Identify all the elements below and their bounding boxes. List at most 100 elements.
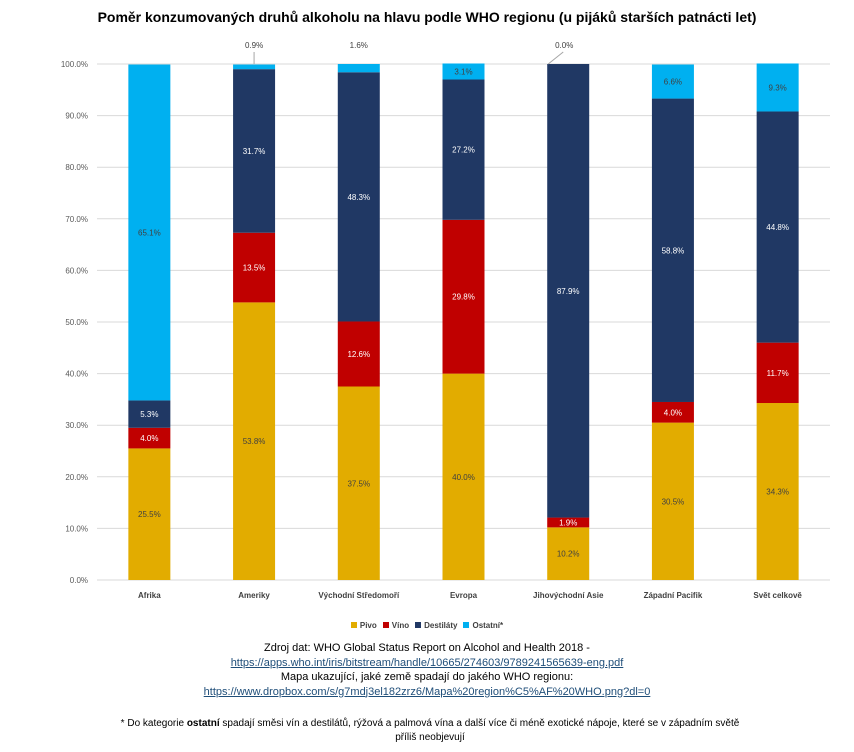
source-link[interactable]: https://apps.who.int/iris/bitstream/hand… (230, 656, 624, 669)
bar-segment-ostatn (651, 64, 694, 99)
map-link[interactable]: https://www.dropbox.com/s/g7mdj3el182zrz… (203, 685, 651, 698)
data-label: 65.1% (138, 228, 161, 237)
footnote-prefix: * Do kategorie (120, 718, 187, 729)
y-tick-label: 60.0% (65, 266, 88, 275)
data-label: 40.0% (452, 473, 475, 482)
bar-segment-vno (547, 517, 590, 528)
y-tick-label: 20.0% (65, 473, 88, 482)
y-tick-label: 10.0% (65, 524, 88, 533)
data-label: 0.9% (245, 41, 263, 50)
data-label: 25.5% (138, 510, 161, 519)
data-label: 10.2% (557, 550, 580, 559)
x-category-label: Východní Středomoří (318, 591, 400, 600)
data-label: 11.7% (767, 369, 789, 378)
y-tick-label: 70.0% (65, 215, 88, 224)
bar-segment-destilty (651, 98, 694, 402)
chart-title: Poměr konzumovaných druhů alkoholu na hl… (97, 9, 757, 25)
data-label: 37.5% (347, 479, 370, 488)
x-category-label: Evropa (450, 591, 478, 600)
footnote-rest: spadají směsi vín a destilátů, rýžová a … (219, 718, 740, 743)
bar-segment-destilty (547, 64, 590, 518)
chart-plot: 25.5% 4.0% 5.3% 65.1% 53.8% 13.5% 31.7% 0.9% 37.… (61, 41, 830, 600)
data-label: 4.0% (140, 434, 158, 443)
source-text: Zdroj dat: WHO Global Status Report on A… (264, 642, 590, 654)
bar-segment-vno (128, 427, 171, 449)
bar-segment-ostatn (337, 64, 380, 73)
bars (128, 63, 799, 580)
data-labels: 25.5% 4.0% 5.3% 65.1% 53.8% 13.5% 31.7% 0.9% 37.… (138, 41, 789, 559)
legend-item: Ostatní* (463, 621, 503, 630)
data-label: 1.9% (559, 518, 577, 527)
legend-item: Pivo (350, 621, 377, 630)
data-label: 3.1% (454, 67, 472, 76)
legend-item: Víno (382, 621, 410, 630)
data-label: 1.6% (350, 41, 368, 50)
bar-segment-destilty (233, 69, 276, 233)
bar-segment-ostatn (233, 64, 276, 70)
bar-segment-vno (651, 401, 694, 423)
bar-segment-destilty (756, 111, 799, 343)
bar-segment-vno (337, 321, 380, 387)
data-label: 6.6% (664, 78, 682, 87)
map-text: Mapa ukazující, jaké země spadají do jak… (280, 671, 574, 683)
data-label: 48.3% (347, 193, 370, 202)
legend: Pivo Víno Destiláty Ostatní* (0, 621, 854, 630)
data-label: 87.9% (557, 287, 580, 296)
legend-swatch (382, 622, 389, 628)
bar-segment-destilty (337, 72, 380, 322)
y-tick-label: 100.0% (61, 60, 88, 69)
legend-label: Destiláty (424, 621, 458, 630)
data-label: 4.0% (664, 408, 682, 417)
data-label: 13.5% (243, 264, 266, 273)
x-category-label: Západní Pacifik (644, 591, 703, 600)
bar-segment-ostatn (442, 63, 485, 80)
legend-swatch (463, 622, 470, 628)
y-tick-label: 40.0% (65, 370, 88, 379)
data-label: 27.2% (452, 146, 475, 155)
leader-line (547, 51, 564, 65)
footnote: * Do kategorie ostatní spadají směsi vín… (110, 717, 750, 745)
legend-swatch (415, 622, 422, 628)
bar-segment-pivo (651, 422, 694, 580)
legend-label: Víno (391, 621, 410, 630)
footnote-bold: ostatní (186, 718, 220, 729)
x-category-label: Afrika (138, 591, 161, 600)
bar-segment-pivo (337, 386, 380, 580)
legend-item: Destiláty (415, 621, 457, 630)
bar-segment-pivo (442, 373, 485, 580)
bar-segment-ostatn (756, 63, 799, 112)
bar-segment-pivo (233, 302, 276, 580)
x-category-label: Svět celkově (753, 591, 802, 600)
y-tick-label: 80.0% (65, 163, 88, 172)
bar-segment-vno (442, 219, 485, 374)
data-label: 0.0% (555, 41, 573, 50)
source-block: Zdroj dat: WHO Global Status Report on A… (0, 641, 854, 699)
bar-segment-pivo (547, 527, 590, 580)
x-category-label: Jihovýchodní Asie (533, 591, 604, 600)
data-label: 5.3% (140, 410, 158, 419)
axes: 0.0% 10.0% 20.0% 30.0% 40.0% 50.0% 60.0% 70.0% 8… (61, 60, 803, 600)
y-tick-label: 90.0% (65, 112, 88, 121)
y-tick-label: 30.0% (65, 421, 88, 430)
x-category-label: Ameriky (238, 591, 270, 600)
y-tick-label: 50.0% (65, 318, 88, 327)
legend-swatch (350, 622, 357, 628)
bar-segment-pivo (756, 403, 799, 580)
data-label: 44.8% (766, 223, 789, 232)
legend-label: Pivo (359, 621, 377, 630)
bar-segment-vno (233, 232, 276, 303)
data-label: 29.8% (452, 293, 475, 302)
data-label: 34.3% (766, 488, 789, 497)
bar-segment-pivo (128, 448, 171, 580)
bar-segment-destilty (442, 79, 485, 220)
bar-segment-destilty (128, 400, 171, 428)
data-label: 58.8% (662, 246, 685, 255)
data-label: 53.8% (243, 437, 266, 446)
data-label: 12.6% (347, 350, 370, 359)
bar-segment-vno (756, 342, 799, 404)
data-label: 30.5% (662, 497, 685, 506)
data-label: 31.7% (243, 147, 266, 156)
y-tick-label: 0.0% (70, 576, 88, 585)
bar-segment-ostatn (128, 64, 171, 401)
legend-label: Ostatní* (472, 621, 504, 630)
